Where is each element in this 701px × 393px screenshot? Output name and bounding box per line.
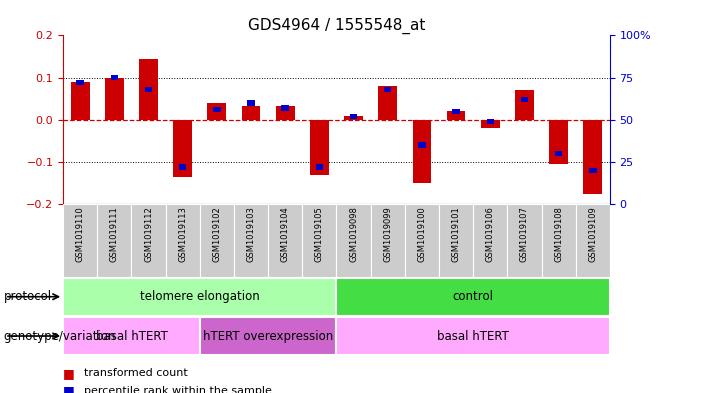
Text: basal hTERT: basal hTERT bbox=[437, 329, 509, 343]
Bar bbox=[452, 109, 460, 114]
Bar bbox=[97, 204, 132, 277]
Bar bbox=[439, 204, 473, 277]
Bar bbox=[576, 204, 610, 277]
Bar bbox=[412, 120, 431, 183]
Text: GSM1019099: GSM1019099 bbox=[383, 207, 393, 262]
Bar bbox=[447, 112, 465, 120]
Bar bbox=[71, 82, 90, 120]
Bar bbox=[486, 119, 494, 124]
Bar bbox=[549, 120, 568, 164]
Text: protocol: protocol bbox=[4, 290, 52, 303]
Text: GSM1019104: GSM1019104 bbox=[280, 207, 290, 262]
Bar bbox=[105, 78, 124, 120]
Bar bbox=[583, 120, 602, 194]
Bar bbox=[275, 106, 294, 120]
Bar bbox=[200, 204, 234, 277]
Text: GSM1019102: GSM1019102 bbox=[212, 207, 222, 262]
Bar bbox=[63, 278, 336, 316]
Text: GSM1019113: GSM1019113 bbox=[178, 207, 187, 263]
Bar bbox=[336, 204, 371, 277]
Title: GDS4964 / 1555548_at: GDS4964 / 1555548_at bbox=[247, 18, 426, 34]
Bar bbox=[473, 204, 508, 277]
Bar bbox=[481, 120, 500, 128]
Text: transformed count: transformed count bbox=[84, 368, 188, 378]
Text: GSM1019100: GSM1019100 bbox=[417, 207, 426, 262]
Bar bbox=[179, 164, 186, 170]
Bar bbox=[234, 204, 268, 277]
Bar bbox=[207, 103, 226, 120]
Bar bbox=[76, 80, 84, 85]
Text: GSM1019112: GSM1019112 bbox=[144, 207, 153, 262]
Bar bbox=[242, 106, 261, 120]
Text: percentile rank within the sample: percentile rank within the sample bbox=[84, 386, 272, 393]
Bar bbox=[371, 204, 405, 277]
Bar bbox=[63, 317, 200, 355]
Bar bbox=[515, 90, 534, 120]
Text: GSM1019109: GSM1019109 bbox=[588, 207, 597, 262]
Bar bbox=[384, 87, 391, 92]
Text: ■: ■ bbox=[63, 367, 75, 380]
Bar bbox=[213, 107, 221, 112]
Text: GSM1019101: GSM1019101 bbox=[451, 207, 461, 262]
Text: GSM1019098: GSM1019098 bbox=[349, 207, 358, 263]
Text: ■: ■ bbox=[63, 384, 75, 393]
Bar bbox=[542, 204, 576, 277]
Text: GSM1019107: GSM1019107 bbox=[520, 207, 529, 263]
Bar bbox=[336, 278, 610, 316]
Text: GSM1019106: GSM1019106 bbox=[486, 207, 495, 263]
Text: GSM1019110: GSM1019110 bbox=[76, 207, 85, 262]
Bar bbox=[336, 317, 610, 355]
Bar bbox=[132, 204, 165, 277]
Bar bbox=[344, 116, 363, 120]
Bar bbox=[165, 204, 200, 277]
Bar bbox=[302, 204, 336, 277]
Bar bbox=[63, 204, 97, 277]
Bar bbox=[310, 120, 329, 175]
Bar bbox=[247, 100, 254, 106]
Text: genotype/variation: genotype/variation bbox=[4, 329, 116, 343]
Text: GSM1019111: GSM1019111 bbox=[110, 207, 119, 262]
Text: GSM1019105: GSM1019105 bbox=[315, 207, 324, 262]
Text: GSM1019108: GSM1019108 bbox=[554, 207, 563, 263]
Bar bbox=[139, 59, 158, 120]
Bar bbox=[282, 105, 289, 111]
Bar bbox=[405, 204, 439, 277]
Bar bbox=[589, 168, 597, 173]
Bar bbox=[350, 114, 358, 119]
Text: telomere elongation: telomere elongation bbox=[140, 290, 259, 303]
Bar bbox=[145, 87, 152, 92]
Bar bbox=[268, 204, 302, 277]
Bar bbox=[508, 204, 542, 277]
Bar bbox=[111, 75, 118, 80]
Bar bbox=[555, 151, 562, 156]
Bar bbox=[315, 164, 323, 170]
Text: GSM1019103: GSM1019103 bbox=[247, 207, 256, 263]
Bar bbox=[173, 120, 192, 177]
Bar bbox=[521, 97, 528, 102]
Text: control: control bbox=[453, 290, 494, 303]
Text: basal hTERT: basal hTERT bbox=[95, 329, 168, 343]
Bar bbox=[379, 86, 397, 120]
Bar bbox=[200, 317, 336, 355]
Text: hTERT overexpression: hTERT overexpression bbox=[203, 329, 333, 343]
Bar bbox=[418, 143, 426, 148]
